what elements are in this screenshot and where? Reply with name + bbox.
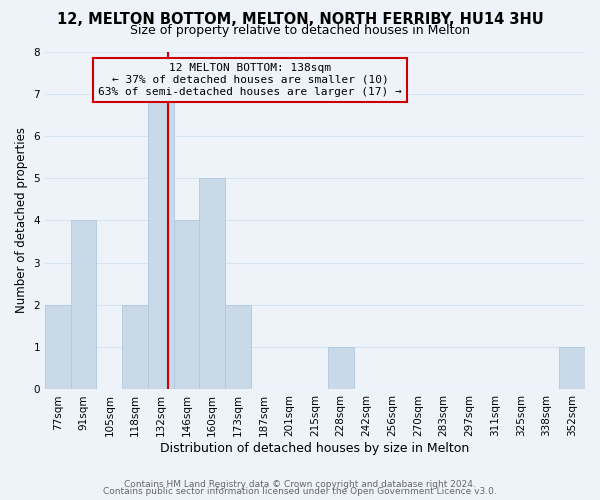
- Bar: [45, 305, 71, 390]
- Text: Contains public sector information licensed under the Open Government Licence v3: Contains public sector information licen…: [103, 488, 497, 496]
- Bar: [559, 347, 585, 390]
- Y-axis label: Number of detached properties: Number of detached properties: [15, 128, 28, 314]
- Bar: [173, 220, 199, 390]
- X-axis label: Distribution of detached houses by size in Melton: Distribution of detached houses by size …: [160, 442, 470, 455]
- Text: Size of property relative to detached houses in Melton: Size of property relative to detached ho…: [130, 24, 470, 37]
- Bar: [225, 305, 251, 390]
- Text: 12 MELTON BOTTOM: 138sqm
← 37% of detached houses are smaller (10)
63% of semi-d: 12 MELTON BOTTOM: 138sqm ← 37% of detach…: [98, 64, 402, 96]
- Bar: [328, 347, 353, 390]
- Bar: [122, 305, 148, 390]
- Bar: [199, 178, 225, 390]
- Bar: [71, 220, 97, 390]
- Text: 12, MELTON BOTTOM, MELTON, NORTH FERRIBY, HU14 3HU: 12, MELTON BOTTOM, MELTON, NORTH FERRIBY…: [56, 12, 544, 28]
- Bar: [148, 94, 173, 390]
- Text: Contains HM Land Registry data © Crown copyright and database right 2024.: Contains HM Land Registry data © Crown c…: [124, 480, 476, 489]
